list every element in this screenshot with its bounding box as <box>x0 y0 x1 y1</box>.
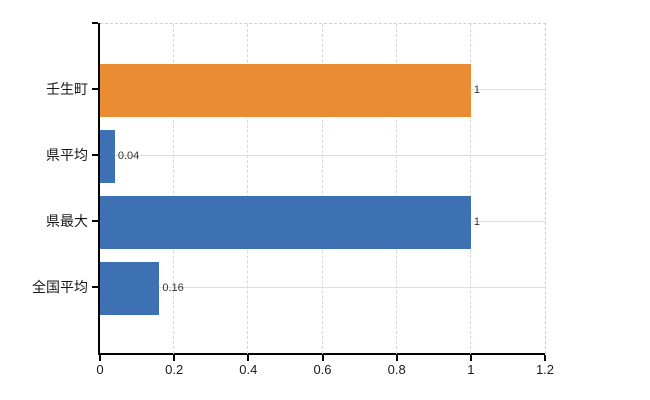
x-tick-label: 0.6 <box>313 362 332 377</box>
bar-県最大 <box>100 195 471 249</box>
category-label-壬生町: 壬生町 <box>46 81 88 97</box>
y-axis-tick <box>92 22 98 24</box>
x-axis-tick <box>99 355 101 361</box>
vertical-gridline <box>247 24 249 354</box>
x-tick-label: 1 <box>467 362 475 377</box>
bar-value-label: 1 <box>473 84 480 96</box>
y-axis-tick <box>92 286 98 288</box>
bar-value-label: 1 <box>473 216 480 228</box>
x-tick-label: 0.8 <box>387 362 406 377</box>
y-axis-tick <box>92 220 98 222</box>
plot-area: 1 0.04 1 0.16 <box>100 23 546 354</box>
x-tick-label: 0 <box>96 362 104 377</box>
horizontal-gridline <box>100 287 545 288</box>
x-axis-tick <box>544 355 546 361</box>
x-axis-tick <box>173 355 176 361</box>
bar-壬生町 <box>100 63 471 117</box>
x-tick-label: 0.4 <box>239 362 258 377</box>
x-tick-label: 0.2 <box>165 362 184 377</box>
bar-全国平均 <box>100 261 160 315</box>
y-axis-line <box>98 23 100 354</box>
vertical-gridline <box>469 24 471 354</box>
x-tick-label: 1.2 <box>535 362 555 377</box>
category-label-県最大: 県最大 <box>46 213 88 229</box>
horizontal-gridline <box>100 155 545 156</box>
vertical-gridline <box>321 24 323 354</box>
y-axis-tick <box>92 88 98 90</box>
vertical-gridline <box>173 24 175 354</box>
x-axis-tick <box>469 355 472 361</box>
category-label-全国平均: 全国平均 <box>32 279 88 295</box>
x-axis-tick <box>395 355 398 361</box>
x-axis-tick <box>321 355 324 361</box>
bar-value-label: 0.16 <box>162 282 184 294</box>
y-axis-tick <box>92 154 98 156</box>
bar-value-label: 0.04 <box>117 150 140 162</box>
category-label-県平均: 県平均 <box>46 147 88 163</box>
x-axis-tick <box>247 355 250 361</box>
vertical-gridline <box>395 24 397 354</box>
x-axis-line <box>98 353 545 355</box>
bar-県平均 <box>100 129 115 183</box>
